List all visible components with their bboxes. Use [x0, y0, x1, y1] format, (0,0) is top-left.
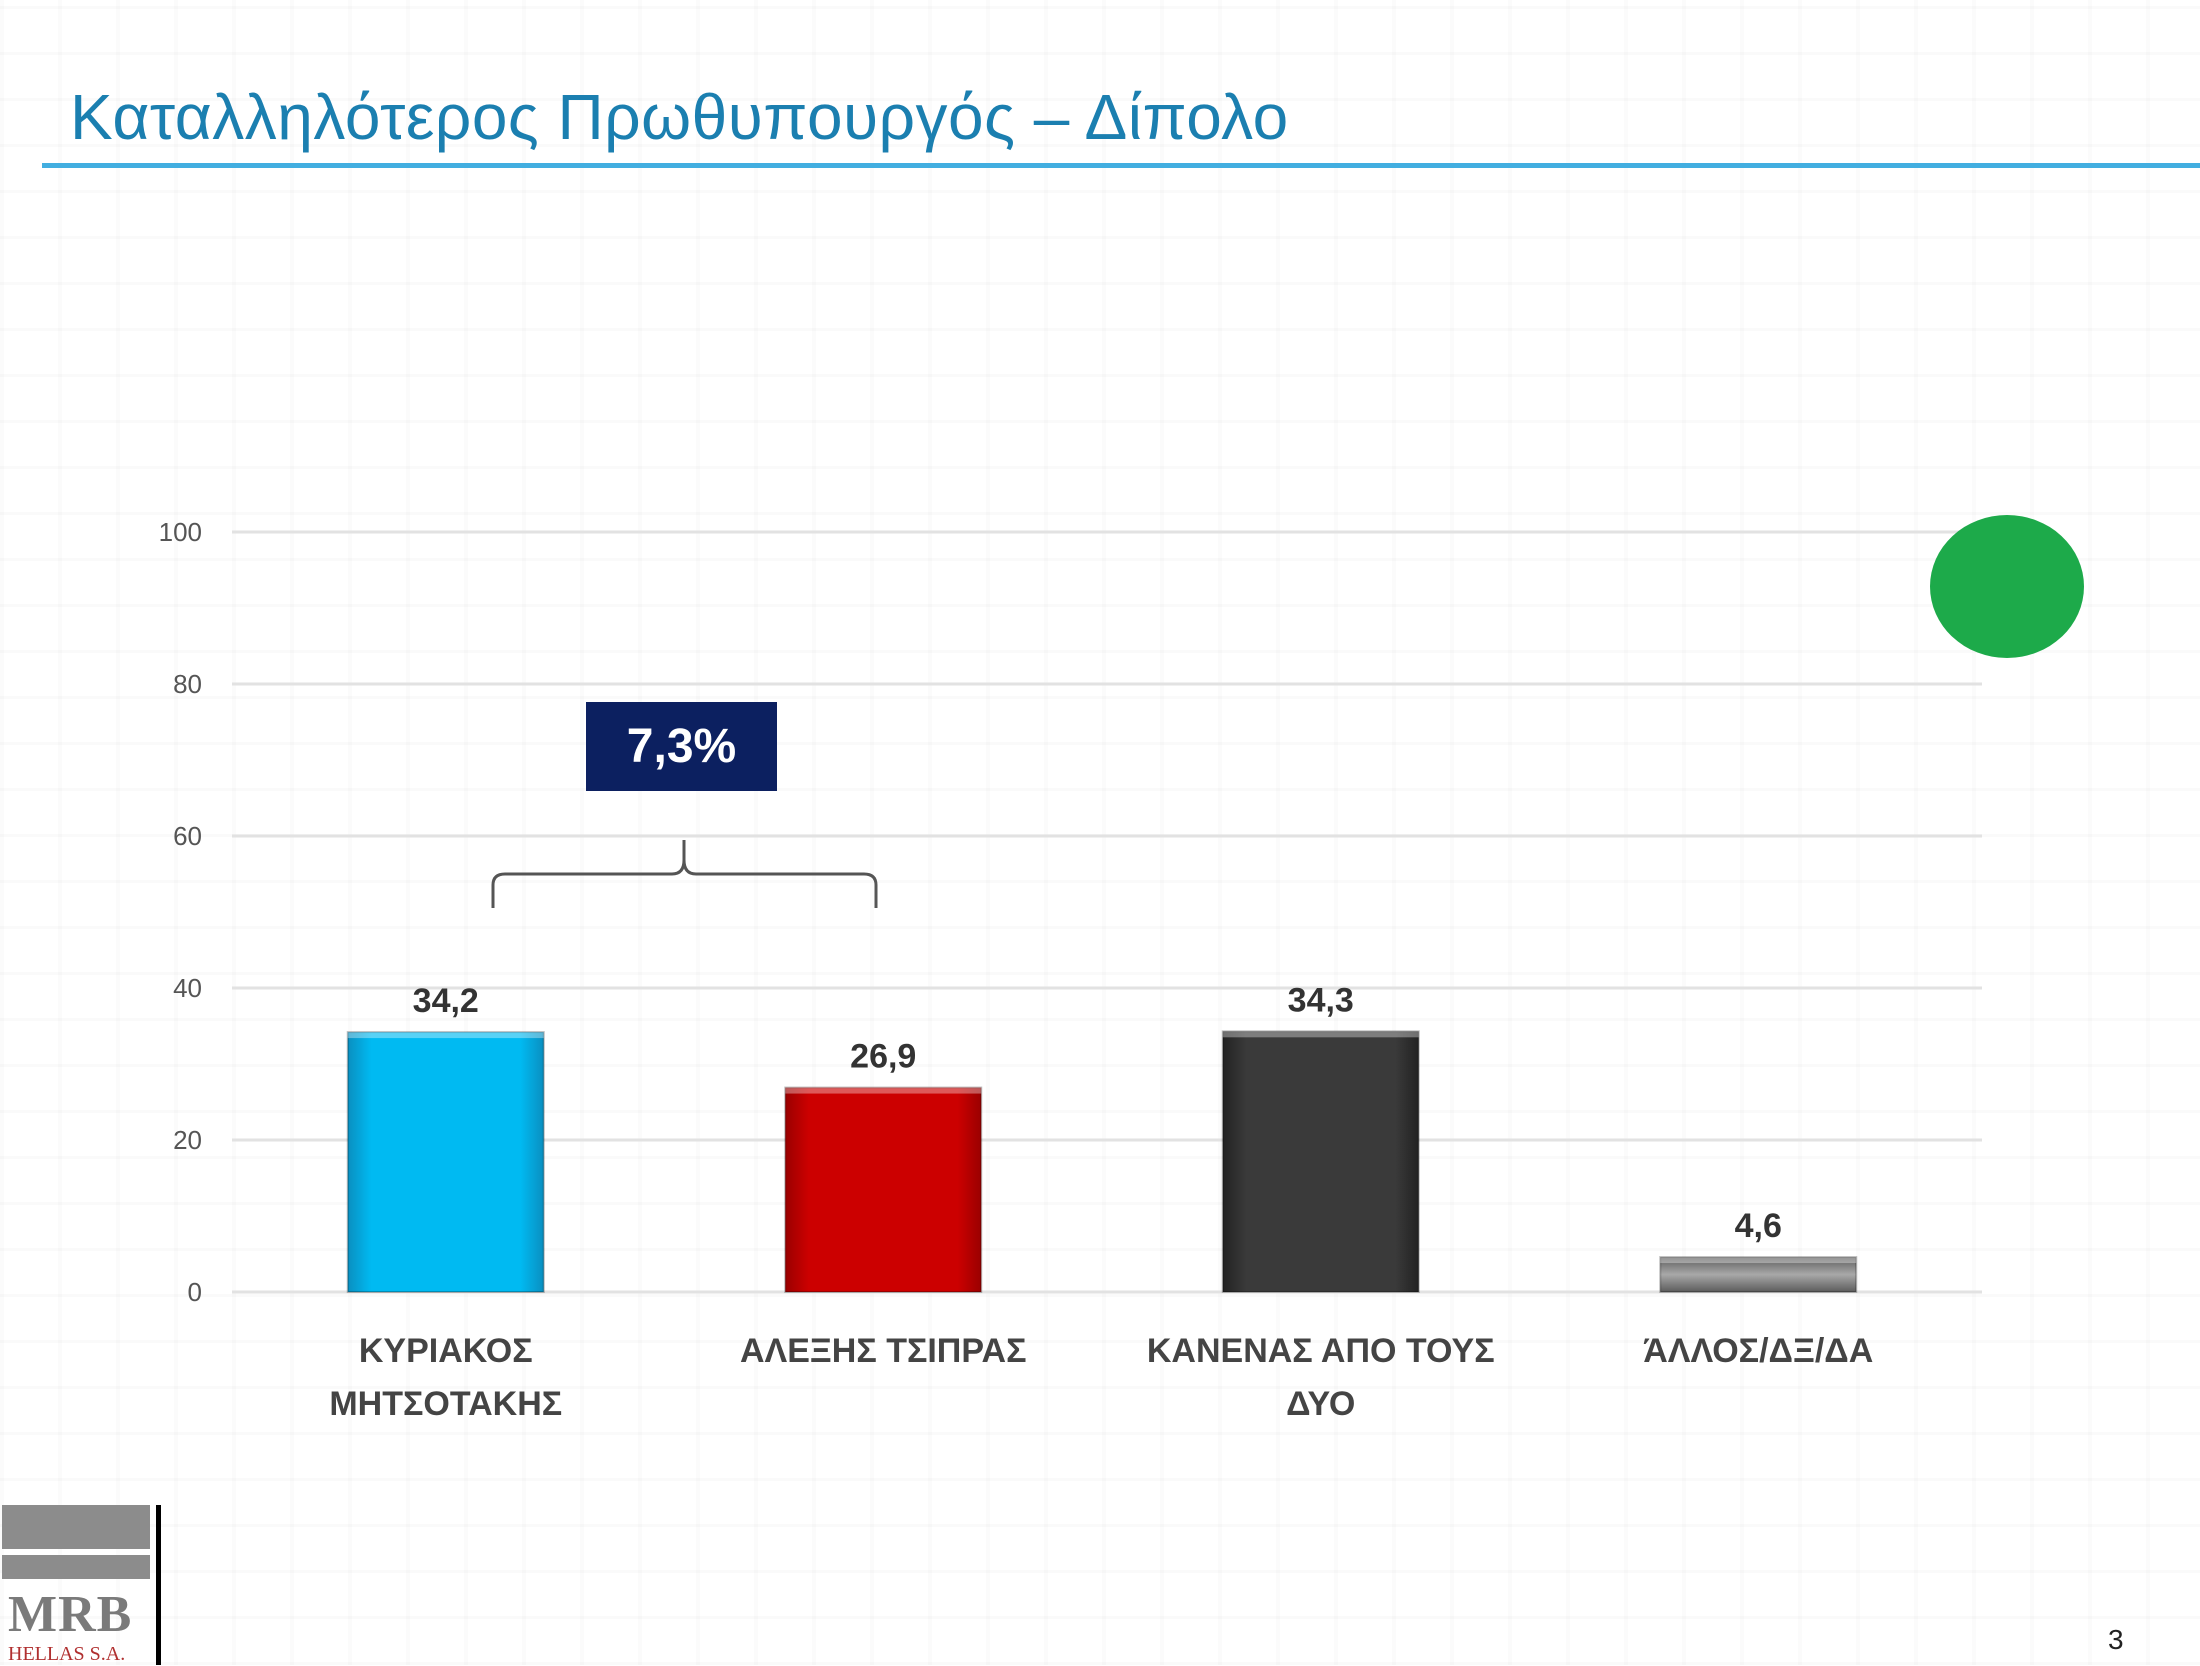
bar-highlight: [347, 1032, 544, 1039]
bar: [1659, 1256, 1858, 1294]
mrb-logo: MRB HELLAS S.A.: [0, 1505, 162, 1665]
data-label: 34,2: [413, 982, 479, 1020]
page-title: Καταλληλότερος Πρωθυπουργός – Δίπολο: [70, 81, 1289, 153]
green-dot-indicator: [1930, 515, 2084, 658]
y-tick-label: 60: [173, 821, 202, 851]
bar-highlight: [1222, 1031, 1419, 1038]
gap-annotation: 7,3%: [586, 702, 777, 791]
y-tick-label: 100: [159, 517, 202, 547]
bar: [1221, 1030, 1420, 1293]
data-label: 26,9: [850, 1038, 916, 1076]
category-label: ΆΛΛΟΣ/ΔΞ/ΔΑ: [1643, 1332, 1873, 1370]
data-label: 34,3: [1288, 981, 1354, 1019]
bar: [784, 1086, 983, 1294]
y-tick-label: 20: [173, 1125, 202, 1155]
logo-wordmark: MRB: [8, 1586, 133, 1643]
y-tick-label: 0: [188, 1277, 202, 1307]
category-label: ΚΑΝΕΝΑΣ ΑΠΟ ΤΟΥΣ: [1147, 1332, 1495, 1370]
category-label: ΚΥΡΙΑΚΟΣ: [359, 1332, 533, 1370]
value-labels: 34,2 26,9 34,3 4,6: [413, 981, 1782, 1245]
category-label: ΑΛΕΞΗΣ ΤΣΙΠΡΑΣ: [740, 1332, 1026, 1370]
category-label: ΜΗΤΣΟΤΑΚΗΣ: [329, 1385, 562, 1423]
category-label: ΔΥΟ: [1286, 1385, 1355, 1423]
logo-divider: [156, 1505, 161, 1665]
bar-highlight: [1660, 1257, 1857, 1264]
logo-bar-middle: [2, 1555, 150, 1579]
page-number: 3: [2108, 1624, 2124, 1655]
comparison-bracket: [491, 840, 878, 908]
bar: [346, 1031, 545, 1293]
bars: [346, 1030, 1858, 1294]
y-axis-ticks: 0 20 40 60 80 100: [159, 517, 202, 1307]
bar-highlight: [785, 1087, 982, 1094]
y-tick-label: 40: [173, 973, 202, 1003]
logo-bar-top: [2, 1505, 150, 1549]
category-labels: ΚΥΡΙΑΚΟΣ ΜΗΤΣΟΤΑΚΗΣ ΑΛΕΞΗΣ ΤΣΙΠΡΑΣ ΚΑΝΕΝΑΣ …: [329, 1332, 1873, 1423]
logo-subtitle: HELLAS S.A.: [8, 1643, 126, 1665]
y-tick-label: 80: [173, 669, 202, 699]
title-underline: [42, 163, 2200, 168]
data-label: 4,6: [1735, 1207, 1782, 1245]
